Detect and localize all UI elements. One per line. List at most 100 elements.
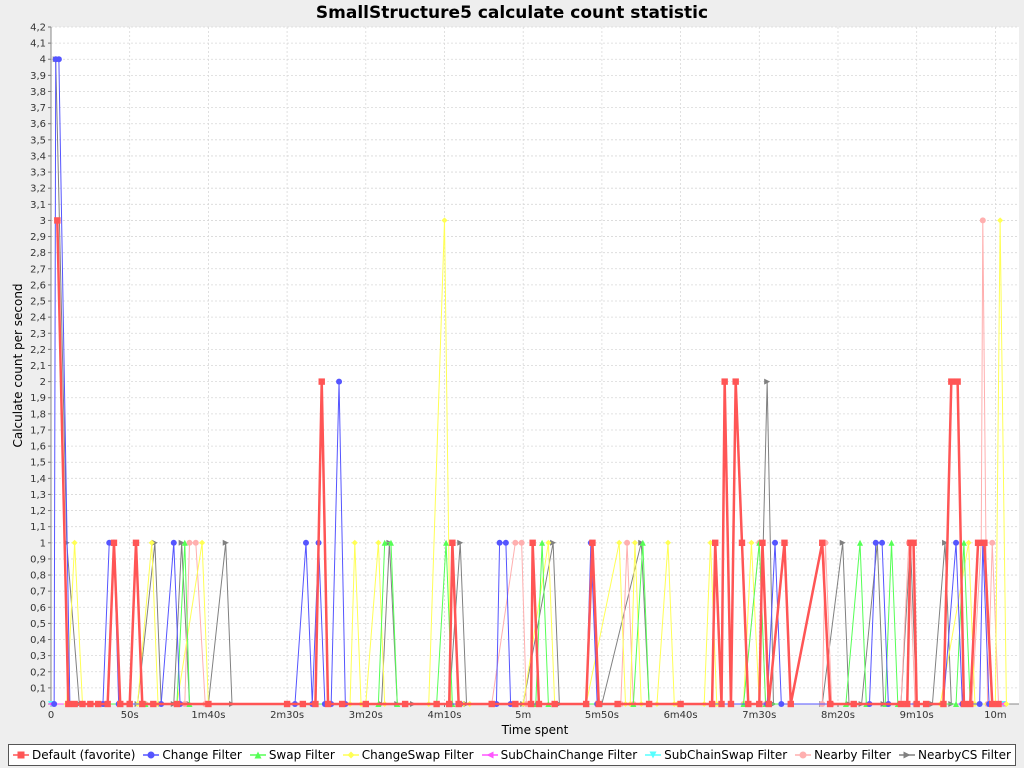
data-point (595, 700, 602, 708)
data-point (173, 700, 181, 708)
data-point (139, 700, 146, 708)
data-point (976, 701, 983, 707)
legend-item: NearbyCS Filter (899, 748, 1011, 762)
data-point (550, 539, 557, 546)
data-point (312, 700, 319, 708)
data-point (338, 700, 346, 708)
y-tick-label: 3,9 (30, 71, 46, 82)
x-axis-label: Time spent (501, 723, 569, 737)
data-point (381, 539, 388, 546)
data-point (839, 539, 846, 546)
data-point (401, 700, 409, 708)
data-point (192, 539, 199, 546)
x-tick-label: 5m (515, 710, 531, 721)
data-point (857, 539, 864, 546)
data-point (170, 539, 177, 546)
legend-label: Nearby Filter (814, 748, 892, 762)
data-point (738, 539, 746, 547)
legend-swatch (795, 751, 812, 759)
data-point (539, 539, 546, 546)
data-point (71, 539, 78, 546)
data-point (850, 700, 857, 708)
data-point (872, 539, 879, 546)
y-tick-label: 0,6 (30, 603, 46, 614)
legend-item: SubChainSwap Filter (645, 748, 787, 762)
data-point (624, 539, 631, 546)
x-tick-label: 4m10s (427, 710, 461, 721)
y-tick-label: 3,1 (30, 200, 46, 211)
plot-area: 0 0,1 0,2 0,3 0,4 0,5 0,6 0,7 0,8 0,9 1 1,1 1,2 1,3 1,… (11, 23, 1019, 737)
y-tick-label: 2,8 (30, 248, 46, 259)
data-point (151, 539, 158, 546)
y-tick-label: 0,8 (30, 571, 46, 582)
y-tick-label: 0 (40, 700, 46, 711)
y-tick-label: 4 (40, 55, 46, 66)
data-point (942, 539, 949, 546)
data-point (150, 700, 157, 708)
y-tick-label: 2,3 (30, 329, 46, 340)
data-point (535, 700, 543, 708)
series-line (55, 59, 952, 705)
x-tick-label: 2m30s (270, 710, 304, 721)
data-point (126, 700, 133, 708)
data-point (631, 539, 638, 546)
data-point (178, 539, 185, 546)
legend-label: SubChainSwap Filter (664, 748, 788, 762)
data-point (995, 700, 1002, 708)
data-point (974, 539, 982, 547)
data-point (727, 700, 735, 708)
y-tick-label: 3,6 (30, 119, 46, 130)
legend-item: ChangeSwap Filter (342, 748, 474, 762)
y-tick-label: 4,2 (30, 23, 46, 34)
data-point (772, 539, 779, 546)
series-0 (54, 217, 1002, 708)
data-point (375, 539, 382, 546)
legend: Default (favorite) Change Filter Swap Filt… (8, 744, 1016, 766)
data-point (745, 700, 752, 708)
y-tick-label: 2,6 (30, 280, 46, 291)
data-point (732, 378, 739, 385)
legend-swatch (249, 751, 266, 759)
y-tick-label: 3,4 (30, 151, 46, 162)
x-tick-label: 0 (48, 710, 54, 721)
data-point (910, 539, 917, 547)
data-point (765, 700, 772, 708)
data-point (989, 700, 996, 708)
y-tick-label: 1,7 (30, 425, 46, 436)
x-tick-label: 10m (984, 710, 1006, 721)
data-point (787, 700, 794, 708)
data-point (826, 700, 834, 708)
x-tick-label: 8m20s (821, 710, 855, 721)
data-point (913, 700, 920, 708)
data-point (455, 700, 462, 708)
data-point (759, 539, 766, 547)
y-tick-label: 3,5 (30, 135, 46, 146)
legend-item: Default (favorite) (12, 748, 136, 762)
data-point (1000, 701, 1007, 707)
data-point (512, 700, 519, 708)
y-tick-label: 2,2 (30, 345, 46, 356)
data-point (960, 539, 967, 546)
data-point (904, 700, 911, 708)
legend-label: Default (favorite) (31, 748, 136, 762)
data-point (512, 539, 519, 546)
y-tick-label: 3,3 (30, 168, 46, 179)
data-point (449, 539, 456, 547)
data-point (324, 700, 332, 708)
data-point (981, 539, 988, 547)
data-point (71, 700, 78, 708)
data-point (186, 539, 193, 546)
y-tick-label: 1,2 (30, 506, 46, 517)
legend-label: SubChainChange Filter (500, 748, 638, 762)
legend-label: Swap Filter (268, 748, 335, 762)
data-point (545, 539, 552, 546)
data-point (433, 700, 440, 708)
x-tick-label: 7m30s (742, 710, 776, 721)
data-point (79, 700, 86, 708)
legend-label: ChangeSwap Filter (361, 748, 474, 762)
data-point (948, 378, 955, 385)
data-point (582, 700, 590, 708)
data-point (457, 539, 464, 546)
legend-item: Change Filter (143, 748, 242, 762)
data-point (1003, 701, 1010, 707)
